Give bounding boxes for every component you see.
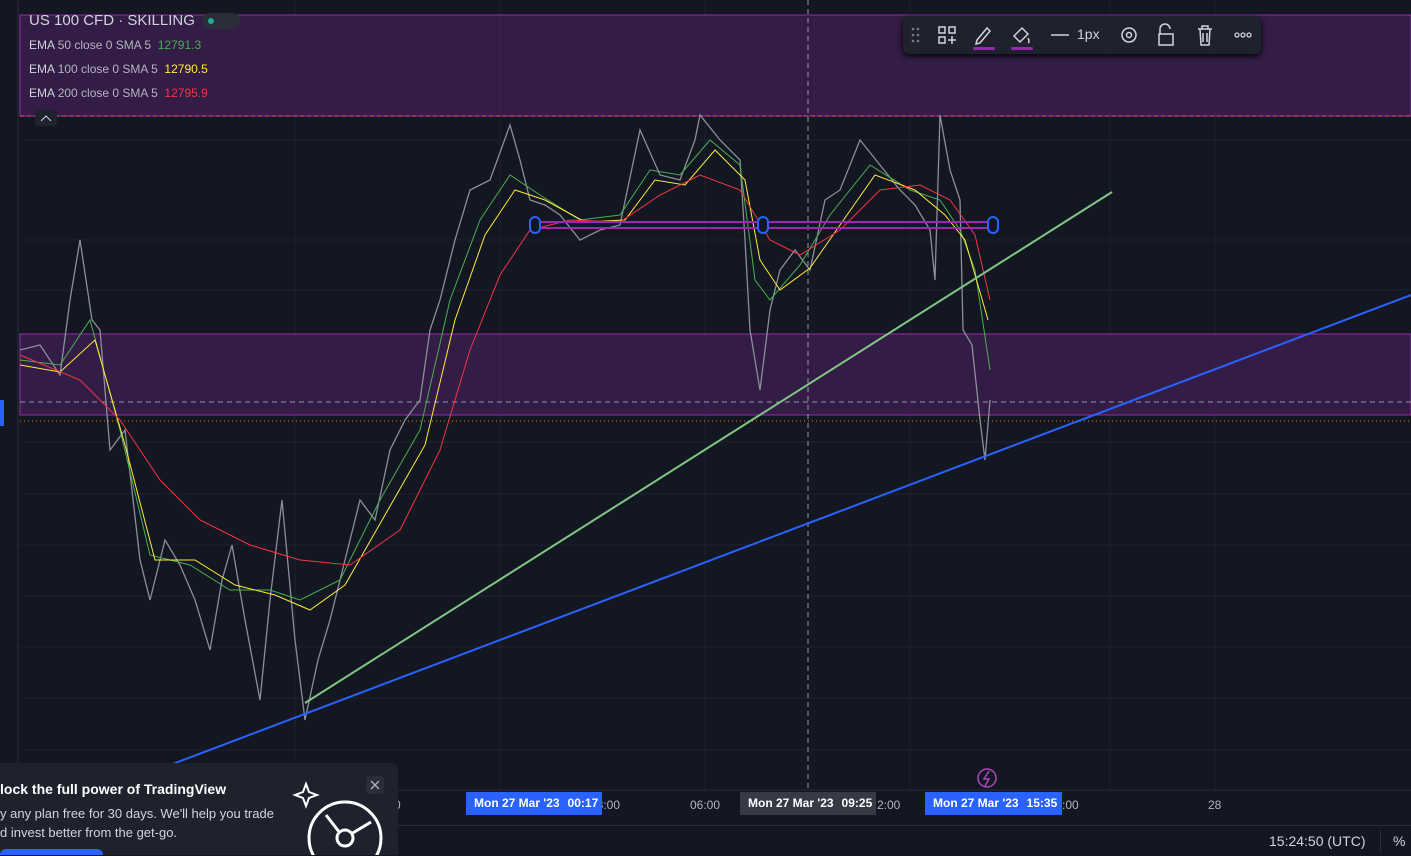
indicator-value: 12790.5 — [164, 62, 208, 76]
status-pill[interactable] — [202, 13, 240, 29]
event-marker[interactable] — [977, 768, 997, 788]
fill-color-swatch — [1011, 47, 1033, 50]
more-icon[interactable] — [1234, 32, 1252, 38]
status-dot — [208, 18, 214, 24]
ema-100 — [19, 149, 989, 611]
time-highlight: Mon 27 Mar '23 15:35 — [925, 792, 1062, 815]
line-color-swatch — [973, 47, 995, 50]
time-highlight: Mon 27 Mar '23 09:25 — [740, 792, 876, 815]
event-icon — [982, 770, 991, 787]
promo-art — [292, 776, 384, 855]
highlight-date: Mon 27 Mar '23 — [933, 796, 1019, 810]
close-icon — [370, 780, 380, 790]
time-highlight: Mon 27 Mar '23 00:17 — [466, 792, 602, 815]
indicator-name: EMA — [29, 62, 55, 76]
active-tool[interactable] — [0, 400, 4, 426]
highlight-time: 09:25 — [841, 796, 873, 810]
drawing-toolbar: 1px — [903, 16, 1261, 54]
delete-icon[interactable] — [1198, 25, 1212, 46]
indicator-params: 200 close 0 SMA 5 — [57, 86, 158, 100]
ema-50 — [19, 139, 991, 601]
line-color-icon[interactable] — [974, 26, 992, 46]
line-handles[interactable] — [529, 216, 999, 234]
promo-text: d invest better from the get-go. — [0, 825, 178, 840]
indicator-value: 12791.3 — [157, 38, 202, 52]
highlight-date: Mon 27 Mar '23 — [748, 796, 834, 810]
highlight-time: 15:35 — [1026, 796, 1058, 810]
lock-icon[interactable] — [1158, 23, 1174, 46]
clock[interactable]: 15:24:50 (UTC) — [1269, 833, 1366, 849]
indicator-name: EMA — [29, 38, 55, 52]
time-label: 2:00 — [877, 798, 901, 812]
line-width-value[interactable]: 1px — [1077, 26, 1100, 42]
promo-button[interactable] — [0, 849, 103, 855]
time-label: 06:00 — [690, 798, 721, 812]
toolbar-icons — [911, 23, 1252, 50]
time-label: :00 — [1062, 798, 1079, 812]
highlight-time: 00:17 — [567, 796, 599, 810]
template-icon[interactable] — [938, 26, 956, 44]
chart-canvas — [0, 0, 1411, 825]
collapse-legend[interactable] — [35, 110, 57, 126]
sparkle — [292, 781, 320, 809]
indicator-row: EMA 200 close 0 SMA 5 12795.9 — [29, 86, 208, 100]
time-label: 28 — [1208, 798, 1222, 812]
promo-panel: lock the full power of TradingView y any… — [0, 763, 398, 855]
indicator-params: 100 close 0 SMA 5 — [57, 62, 158, 76]
settings-icon[interactable] — [1121, 27, 1137, 43]
percent-toggle[interactable]: % — [1393, 833, 1406, 849]
indicator-params: 50 close 0 SMA 5 — [57, 38, 152, 52]
grid — [20, 0, 1411, 790]
trend-line-blue[interactable] — [169, 294, 1411, 766]
indicator-row: EMA 100 close 0 SMA 5 12790.5 — [29, 62, 208, 76]
gauge — [307, 800, 383, 855]
indicator-row: EMA 50 close 0 SMA 5 12791.3 — [29, 38, 201, 52]
left-toolbar — [0, 0, 18, 825]
price-path — [19, 113, 991, 721]
drag-handle[interactable] — [911, 27, 920, 43]
highlight-date: Mon 27 Mar '23 — [474, 796, 560, 810]
indicator-name: EMA — [29, 86, 55, 100]
gauge-needles — [324, 814, 372, 836]
gauge-center — [335, 828, 355, 848]
collapse-icon — [40, 115, 52, 122]
fill-color-icon[interactable] — [1012, 26, 1030, 44]
trend-line-green[interactable] — [304, 191, 1113, 704]
promo-title: lock the full power of TradingView — [0, 781, 227, 797]
symbol-title: US 100 CFD · SKILLING — [29, 12, 195, 29]
separator — [1380, 830, 1381, 852]
settings-icon-core — [1125, 31, 1133, 39]
ema-200 — [19, 174, 991, 566]
indicator-value: 12795.9 — [164, 86, 208, 100]
promo-text: y any plan free for 30 days. We'll help … — [0, 806, 274, 821]
